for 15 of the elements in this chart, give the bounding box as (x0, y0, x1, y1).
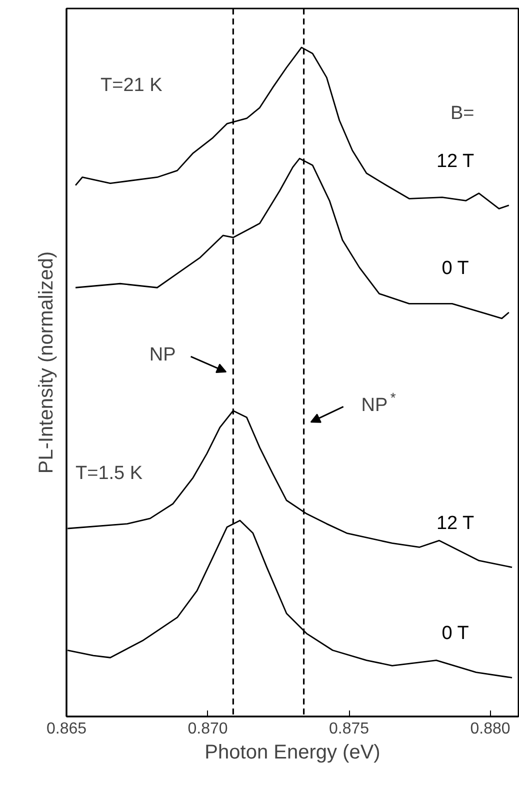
x-tick-label: 0.870 (188, 720, 228, 738)
ref-line-label: NP (149, 344, 176, 366)
annotation: T=1.5 K (76, 463, 143, 484)
series-label: 0 T (442, 623, 470, 644)
y-axis-title: PL-Intensity (normalized) (36, 251, 58, 474)
x-axis-title: Photon Energy (eV) (204, 742, 380, 764)
x-tick-label: 0.865 (46, 720, 87, 738)
x-tick-label: 0.875 (328, 720, 370, 738)
series-label: 12 T (436, 512, 475, 534)
x-tick-label: 0.880 (470, 720, 510, 738)
annotation: T=21 K (100, 75, 163, 96)
series-label: 0 T (442, 258, 470, 279)
annotation: B= (450, 103, 474, 124)
series-label: 12 T (436, 150, 475, 172)
ref-line-label: NP* (361, 389, 396, 416)
